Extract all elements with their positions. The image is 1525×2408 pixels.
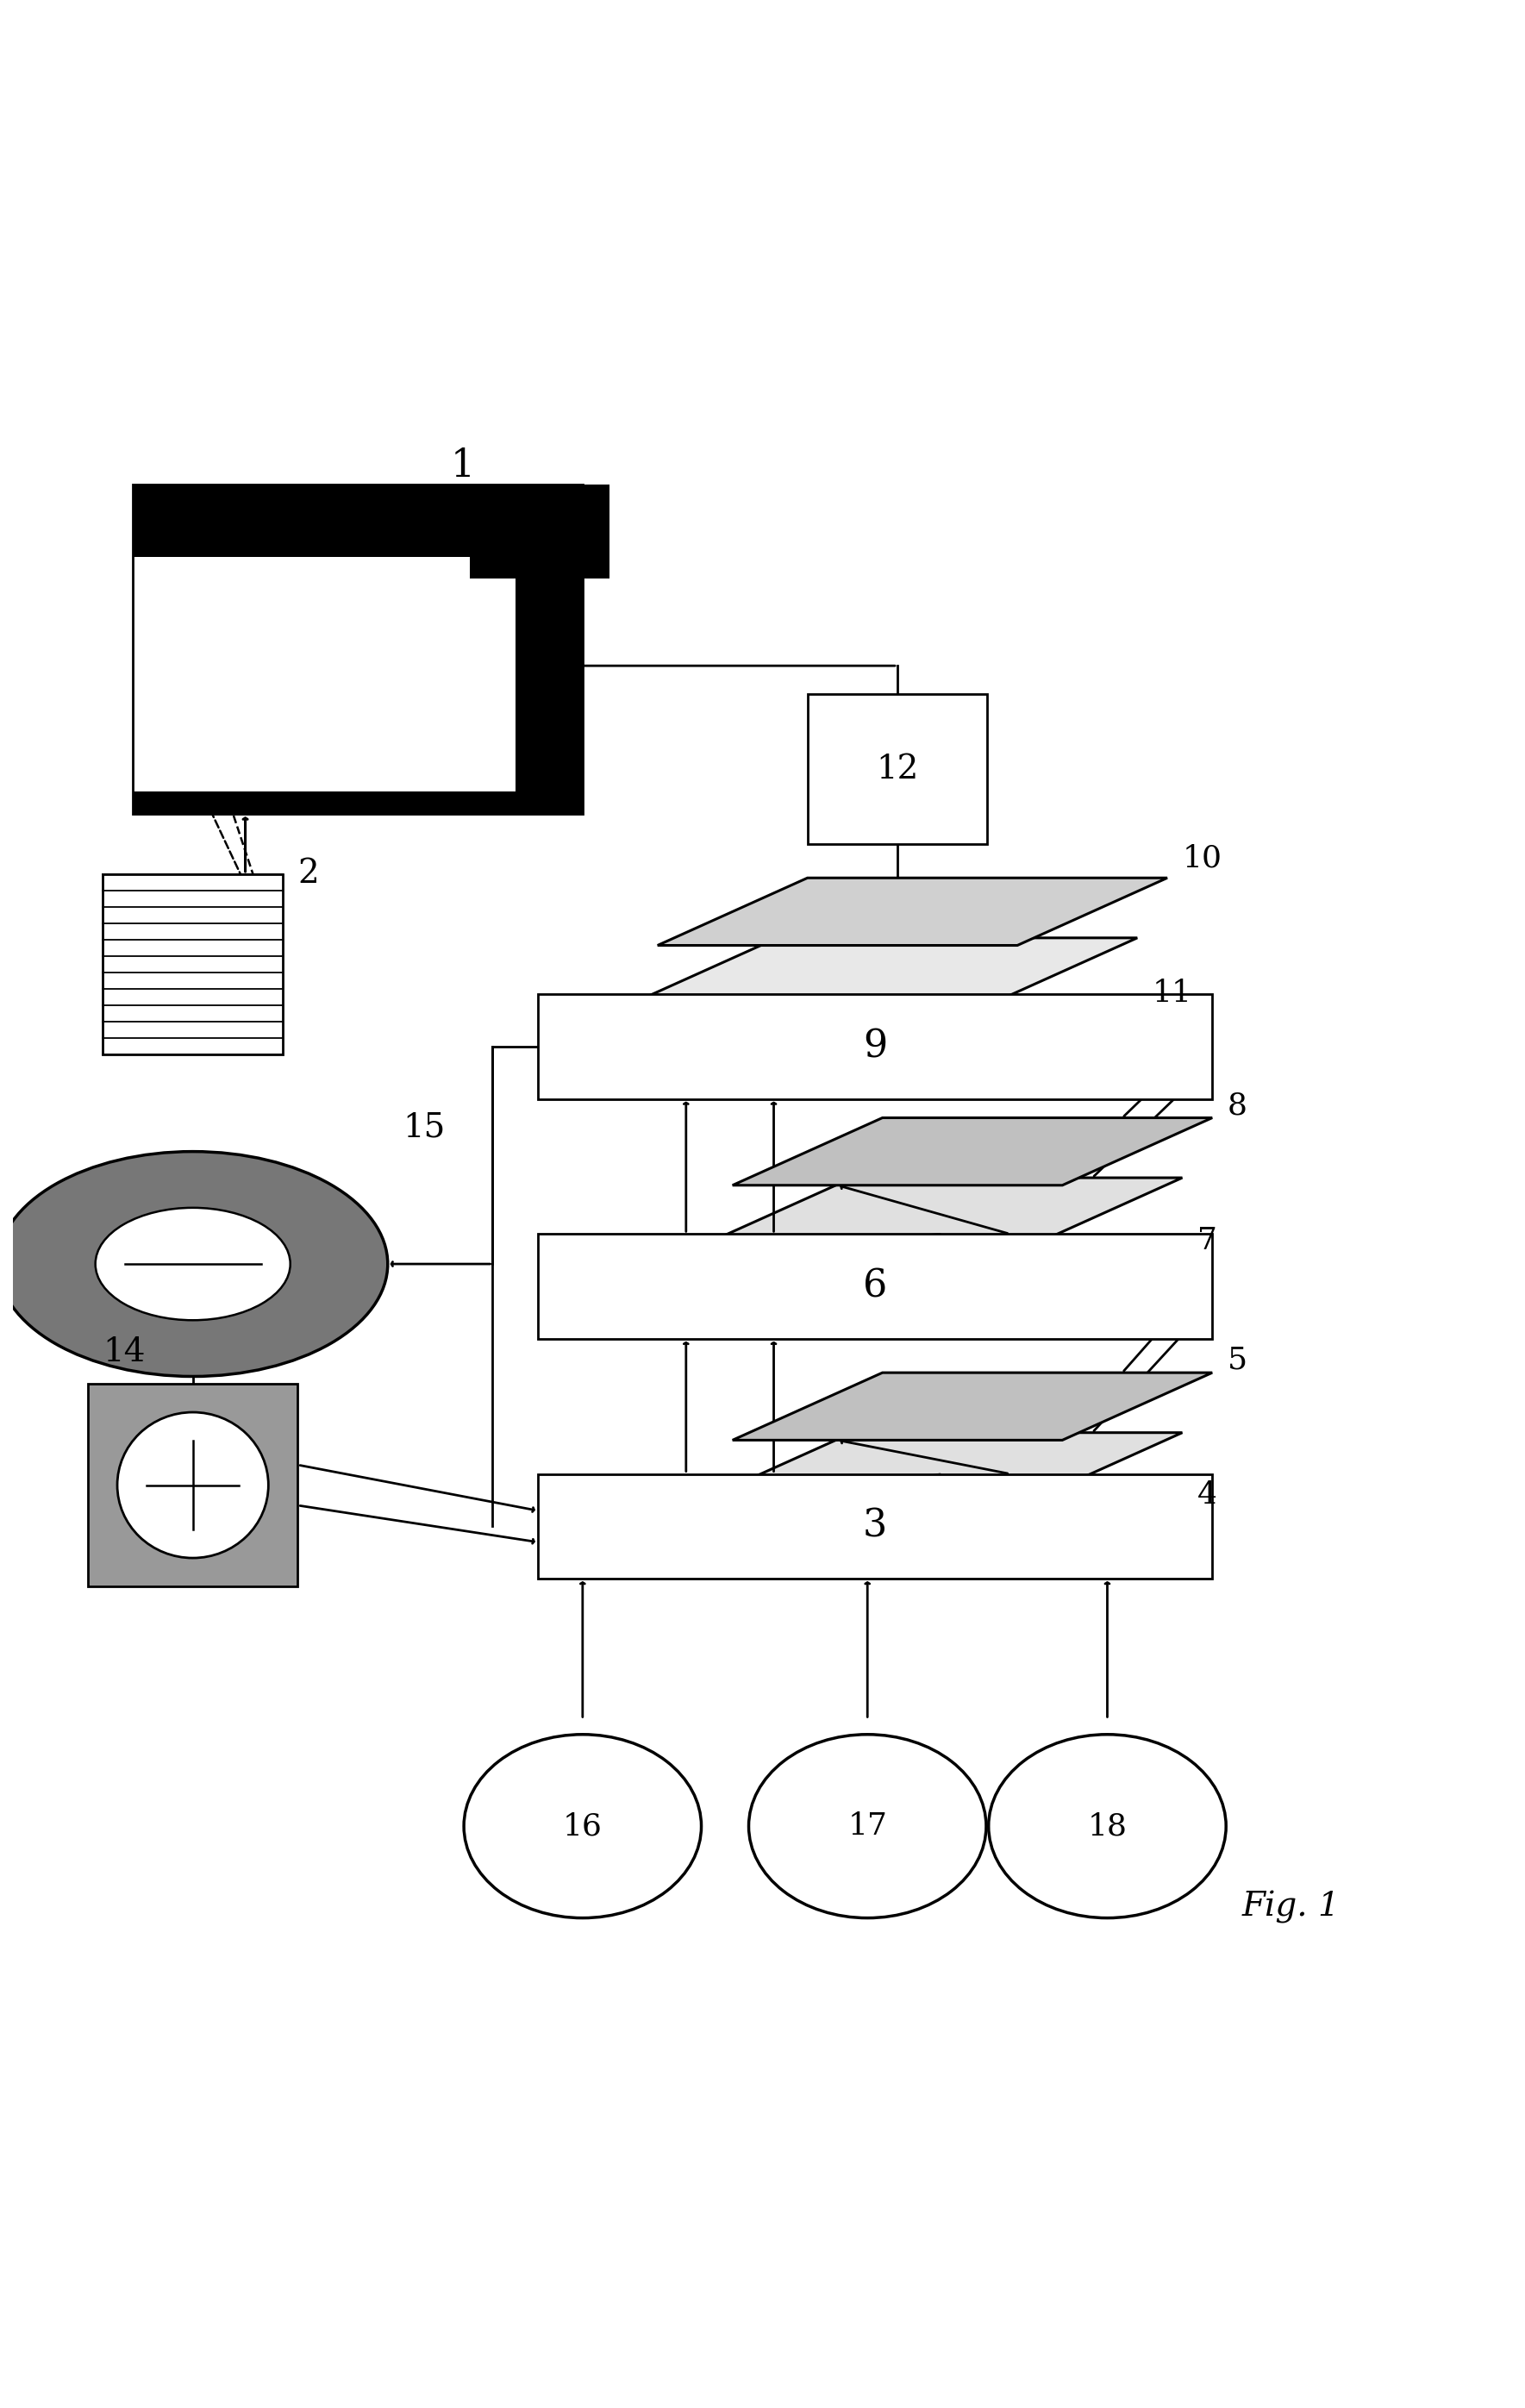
Text: Fig. 1: Fig. 1 (1243, 1890, 1340, 1924)
Text: 8: 8 (1228, 1091, 1247, 1120)
Bar (538, 1233, 1212, 1339)
Text: 12: 12 (877, 754, 918, 785)
Polygon shape (703, 1433, 1182, 1500)
Text: 3: 3 (863, 1507, 888, 1546)
Text: 4: 4 (1197, 1481, 1217, 1510)
Text: 1: 1 (450, 448, 474, 484)
Bar (515, 484, 583, 814)
Text: 14: 14 (102, 1336, 145, 1368)
Bar (807, 694, 987, 845)
Ellipse shape (96, 1209, 290, 1320)
Text: 18: 18 (1087, 1811, 1127, 1840)
Bar (470, 554, 610, 578)
Text: 11: 11 (1153, 978, 1193, 1007)
Bar (88, 1385, 297, 1587)
Text: 16: 16 (563, 1811, 602, 1840)
Ellipse shape (464, 1734, 702, 1917)
Polygon shape (732, 1117, 1212, 1185)
Text: 6: 6 (863, 1269, 888, 1305)
Text: 2: 2 (297, 857, 319, 891)
Bar (133, 792, 583, 814)
Polygon shape (732, 1373, 1212, 1440)
Ellipse shape (988, 1734, 1226, 1917)
Polygon shape (628, 937, 1138, 1007)
Text: 5: 5 (1228, 1346, 1247, 1375)
Bar (538, 1474, 1212, 1580)
Text: 17: 17 (848, 1811, 888, 1840)
Bar (133, 484, 583, 814)
Ellipse shape (749, 1734, 987, 1917)
Ellipse shape (117, 1411, 268, 1558)
Text: 15: 15 (403, 1112, 445, 1144)
Polygon shape (703, 1178, 1182, 1245)
Bar (102, 874, 282, 1055)
Text: 9: 9 (863, 1028, 888, 1064)
Ellipse shape (0, 1151, 387, 1377)
Text: 7: 7 (1197, 1226, 1217, 1255)
Polygon shape (657, 879, 1167, 946)
Bar (538, 995, 1212, 1098)
Text: 10: 10 (1182, 843, 1222, 872)
Bar (133, 484, 610, 556)
